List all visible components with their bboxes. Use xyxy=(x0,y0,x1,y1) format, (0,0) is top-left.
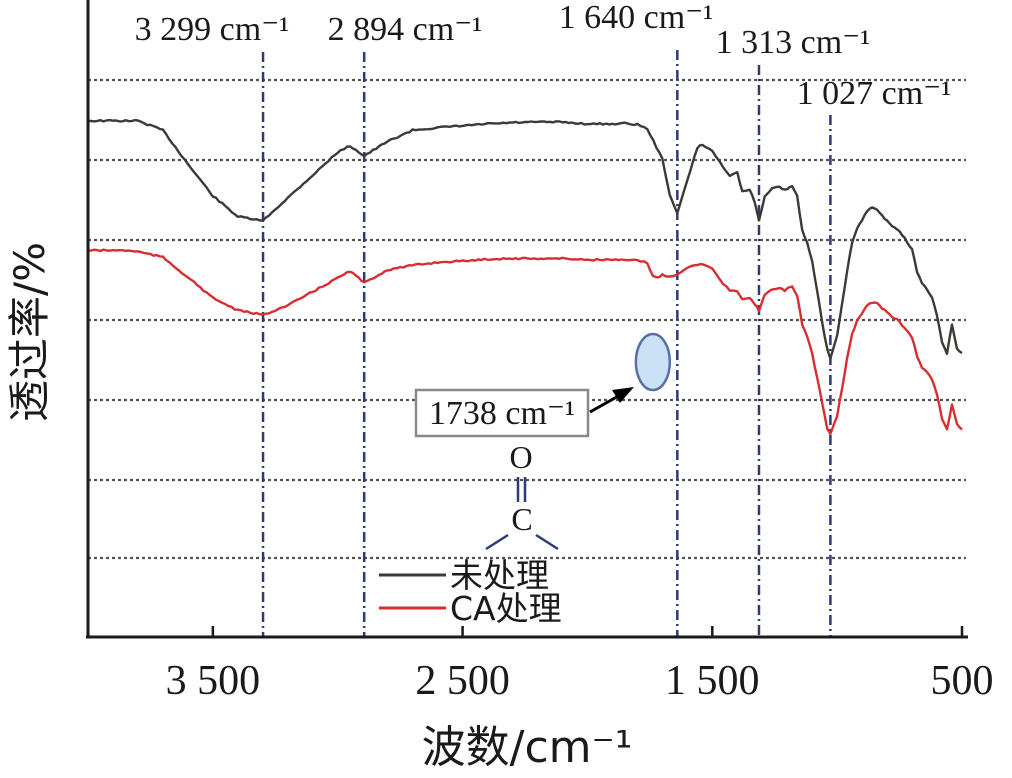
x-tick-label: 2 500 xyxy=(415,658,510,704)
peak-marker-lines xyxy=(261,50,832,636)
y-axis-title: 透过率/% xyxy=(5,242,54,422)
structure-oxygen: O xyxy=(509,439,532,475)
structure-carbon: C xyxy=(511,501,532,537)
peak-marker-label: 1 640 cm⁻¹ xyxy=(559,0,714,36)
x-tick-label: 500 xyxy=(931,658,994,704)
single-bond-line xyxy=(535,533,559,551)
arrow-head xyxy=(612,387,634,403)
peak-marker-label: 1 027 cm⁻¹ xyxy=(797,75,952,112)
peak-marker-label: 2 894 cm⁻¹ xyxy=(328,11,483,48)
x-axis-title: 波数/cm⁻¹ xyxy=(422,722,633,773)
peak-marker-labels: 3 299 cm⁻¹ 2 894 cm⁻¹ 1 640 cm⁻¹1 313 cm⁻¹… xyxy=(135,0,952,112)
x-tick-label: 1 500 xyxy=(665,658,760,704)
legend-label: 未处理 xyxy=(450,556,549,595)
grid-lines xyxy=(88,78,966,560)
x-tick-label: 3 500 xyxy=(166,658,261,704)
legend-label: CA处理 xyxy=(450,589,562,628)
spectrum-series xyxy=(87,118,963,436)
axes xyxy=(86,0,968,639)
annotation-label: 1738 cm⁻¹ xyxy=(429,395,575,432)
peak-marker-label: 3 299 cm⁻¹ xyxy=(135,11,290,48)
single-bond-line xyxy=(485,533,509,551)
annotation-box xyxy=(414,388,590,438)
peak-marker-label: 1 313 cm⁻¹ xyxy=(716,24,871,61)
highlight-ellipse xyxy=(634,332,672,392)
ester-annotation: 1738 cm⁻¹ OC xyxy=(414,332,672,551)
series-line-ca-treated xyxy=(87,248,963,436)
series-line-untreated xyxy=(87,118,963,360)
x-tick-labels: 3 500 2 500 1 500 500 xyxy=(166,658,994,704)
